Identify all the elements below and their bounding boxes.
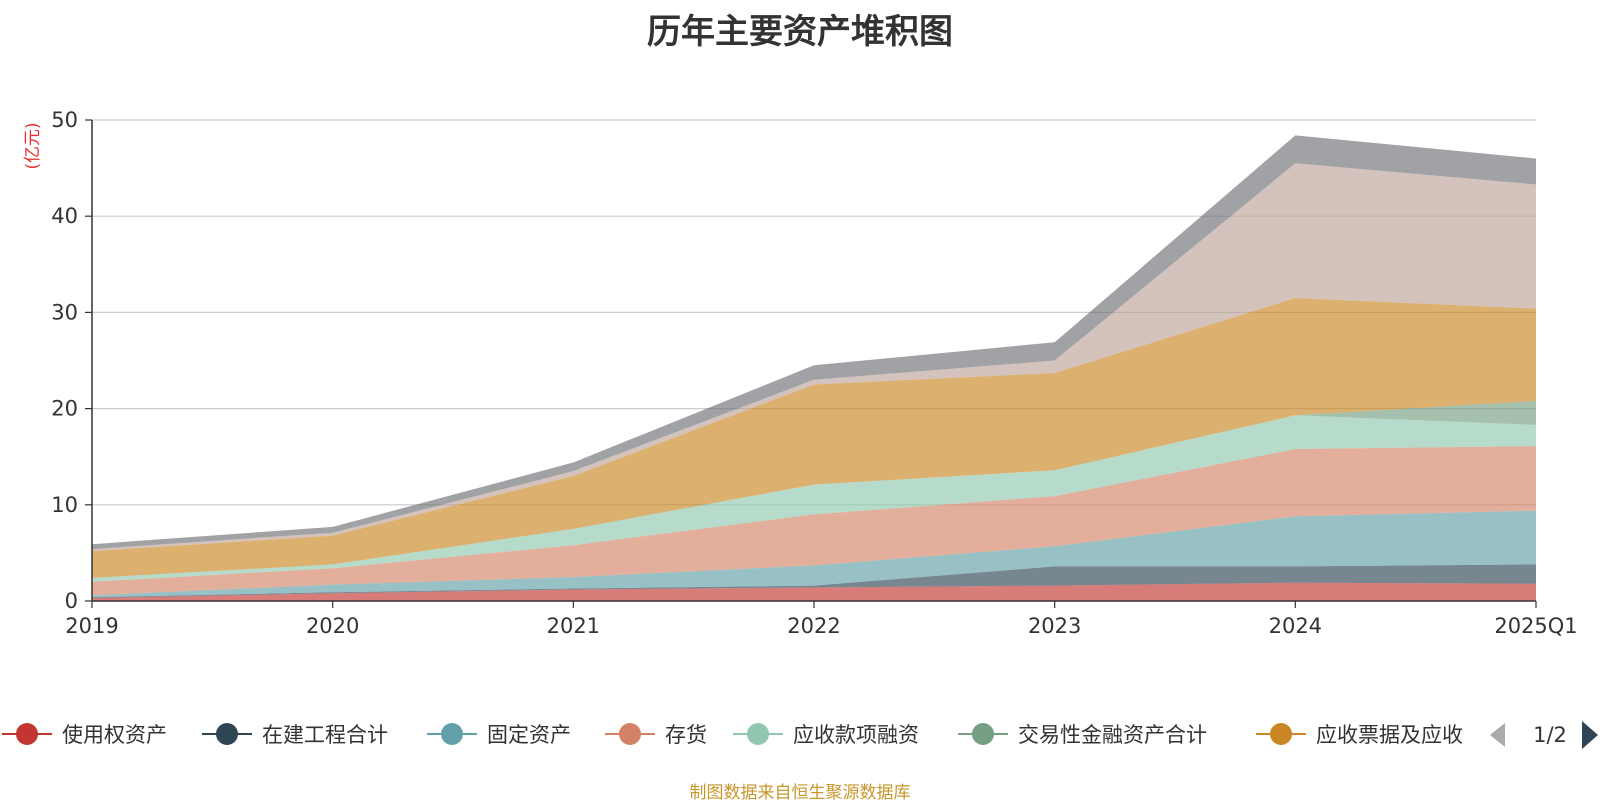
- legend-marker: [619, 723, 641, 745]
- x-tick-label: 2022: [787, 614, 840, 638]
- axis-layer: 0 10 20 30 40 50 (亿元) 2019 2020 2021 2022 2023 2024 2…: [23, 108, 1578, 638]
- area-series-4[interactable]: [92, 415, 1536, 582]
- x-tick-label: 2019: [65, 614, 118, 638]
- legend-marker: [16, 723, 38, 745]
- legend-label: 应收票据及应收: [1316, 723, 1463, 747]
- legend-item-1[interactable]: 在建工程合计: [202, 723, 388, 747]
- legend-label: 存货: [665, 723, 707, 747]
- area-series-5[interactable]: [92, 400, 1536, 578]
- x-tick-label: 2023: [1028, 614, 1081, 638]
- legend-marker: [747, 723, 769, 745]
- x-tick-label: 2020: [306, 614, 359, 638]
- legend-item-3[interactable]: 存货: [605, 723, 707, 747]
- area-series-6[interactable]: [92, 298, 1536, 578]
- legend-page-indicator: 1/2: [1533, 723, 1567, 747]
- x-tick-label: 2025Q1: [1494, 614, 1577, 638]
- area-series-0[interactable]: [92, 582, 1536, 601]
- area-layer: [92, 135, 1536, 601]
- area-series-2[interactable]: [92, 510, 1536, 598]
- legend-item-0[interactable]: 使用权资产: [2, 723, 167, 747]
- legend-label: 在建工程合计: [262, 723, 388, 747]
- y-tick-label: 40: [51, 204, 78, 228]
- chart-title: 历年主要资产堆积图: [647, 12, 953, 52]
- x-tick-label: 2024: [1269, 614, 1322, 638]
- area-series-3[interactable]: [92, 446, 1536, 596]
- legend-marker: [1270, 723, 1292, 745]
- legend-marker: [972, 723, 994, 745]
- y-tick-label: 20: [51, 397, 78, 421]
- area-series-8[interactable]: [92, 135, 1536, 550]
- legend-item-6[interactable]: 应收票据及应收: [1256, 723, 1463, 747]
- y-tick-label: 30: [51, 300, 78, 324]
- legend-label: 交易性金融资产合计: [1018, 723, 1207, 747]
- area-series-1[interactable]: [92, 564, 1536, 599]
- legend-marker: [441, 723, 463, 745]
- area-series-7[interactable]: [92, 163, 1536, 552]
- source-note: 制图数据来自恒生聚源数据库: [689, 783, 911, 803]
- legend-prev-icon[interactable]: [1490, 723, 1505, 747]
- y-tick-label: 50: [51, 108, 78, 132]
- legend-next-icon[interactable]: [1582, 721, 1598, 749]
- x-tick-label: 2021: [547, 614, 600, 638]
- y-axis-label: (亿元): [23, 122, 43, 169]
- legend-label: 使用权资产: [62, 723, 167, 747]
- legend-label: 应收款项融资: [793, 723, 919, 747]
- legend-item-4[interactable]: 应收款项融资: [733, 723, 919, 747]
- y-tick-label: 0: [65, 589, 78, 613]
- legend-item-2[interactable]: 固定资产: [427, 723, 571, 747]
- legend-marker: [216, 723, 238, 745]
- legend: 使用权资产 在建工程合计 固定资产 存货 应收款项融资 交易性金融资产合计 应收票据及应收 1…: [2, 721, 1598, 749]
- legend-label: 固定资产: [487, 723, 571, 747]
- legend-item-5[interactable]: 交易性金融资产合计: [958, 723, 1207, 747]
- y-tick-label: 10: [51, 493, 78, 517]
